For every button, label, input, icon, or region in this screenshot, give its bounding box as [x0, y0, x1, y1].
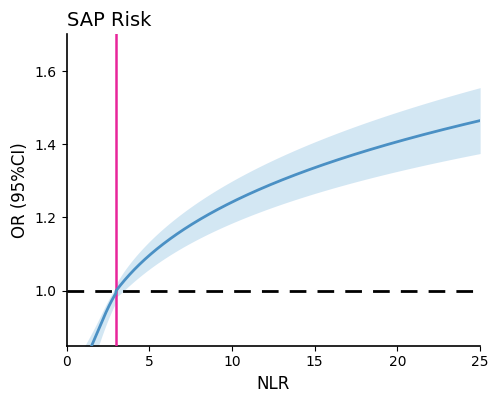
Text: SAP Risk: SAP Risk — [66, 11, 151, 30]
X-axis label: NLR: NLR — [256, 375, 290, 393]
Y-axis label: OR (95%CI): OR (95%CI) — [11, 142, 29, 238]
